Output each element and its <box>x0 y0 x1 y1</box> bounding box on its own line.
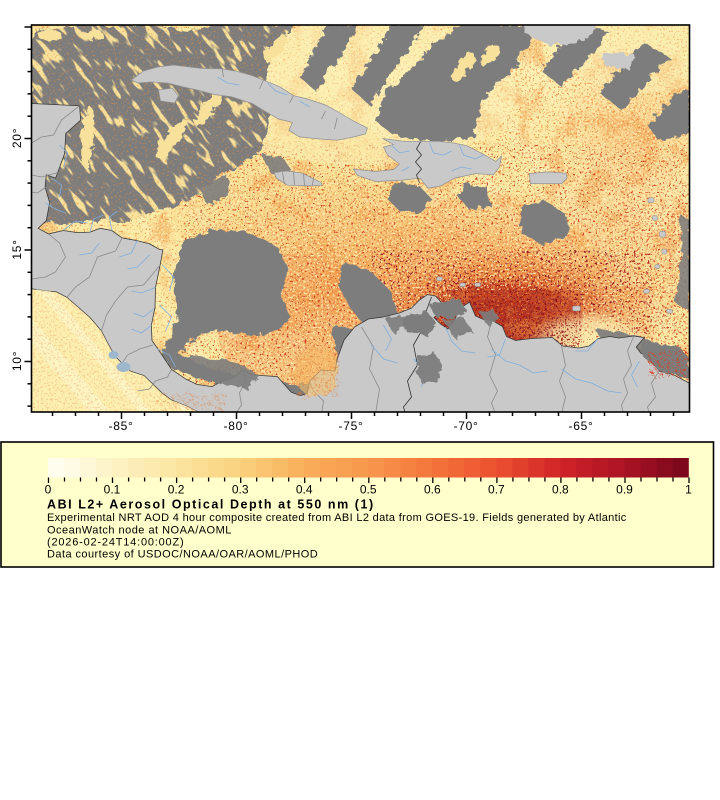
svg-text:-65°: -65° <box>569 419 594 433</box>
svg-text:0.3: 0.3 <box>232 483 249 497</box>
svg-text:0.4: 0.4 <box>296 483 313 497</box>
svg-text:0.9: 0.9 <box>616 483 633 497</box>
svg-text:(2026-02-24T14:00:00Z): (2026-02-24T14:00:00Z) <box>47 537 184 549</box>
svg-text:-75°: -75° <box>339 419 364 433</box>
svg-text:10°: 10° <box>10 351 24 371</box>
svg-text:0.2: 0.2 <box>168 483 185 497</box>
svg-text:0.5: 0.5 <box>360 483 377 497</box>
svg-text:ABI L2+ Aerosol Optical Depth: ABI L2+ Aerosol Optical Depth at 550 nm … <box>47 498 375 512</box>
svg-text:0.8: 0.8 <box>552 483 569 497</box>
svg-text:OceanWatch node at NOAA/AOML: OceanWatch node at NOAA/AOML <box>47 524 232 536</box>
svg-text:-85°: -85° <box>109 419 134 433</box>
svg-text:0.7: 0.7 <box>488 483 505 497</box>
svg-text:15°: 15° <box>10 239 24 259</box>
svg-text:0.1: 0.1 <box>104 483 121 497</box>
svg-text:-80°: -80° <box>224 419 249 433</box>
svg-text:20°: 20° <box>10 128 24 148</box>
svg-text:0: 0 <box>45 483 52 497</box>
svg-text:Experimental NRT AOD 4 hour co: Experimental NRT AOD 4 hour composite cr… <box>47 512 627 524</box>
svg-text:-70°: -70° <box>454 419 479 433</box>
svg-text:0.6: 0.6 <box>424 483 441 497</box>
svg-text:1: 1 <box>685 483 692 497</box>
svg-text:Data courtesy of USDOC/NOAA/OA: Data courtesy of USDOC/NOAA/OAR/AOML/PHO… <box>47 549 318 561</box>
